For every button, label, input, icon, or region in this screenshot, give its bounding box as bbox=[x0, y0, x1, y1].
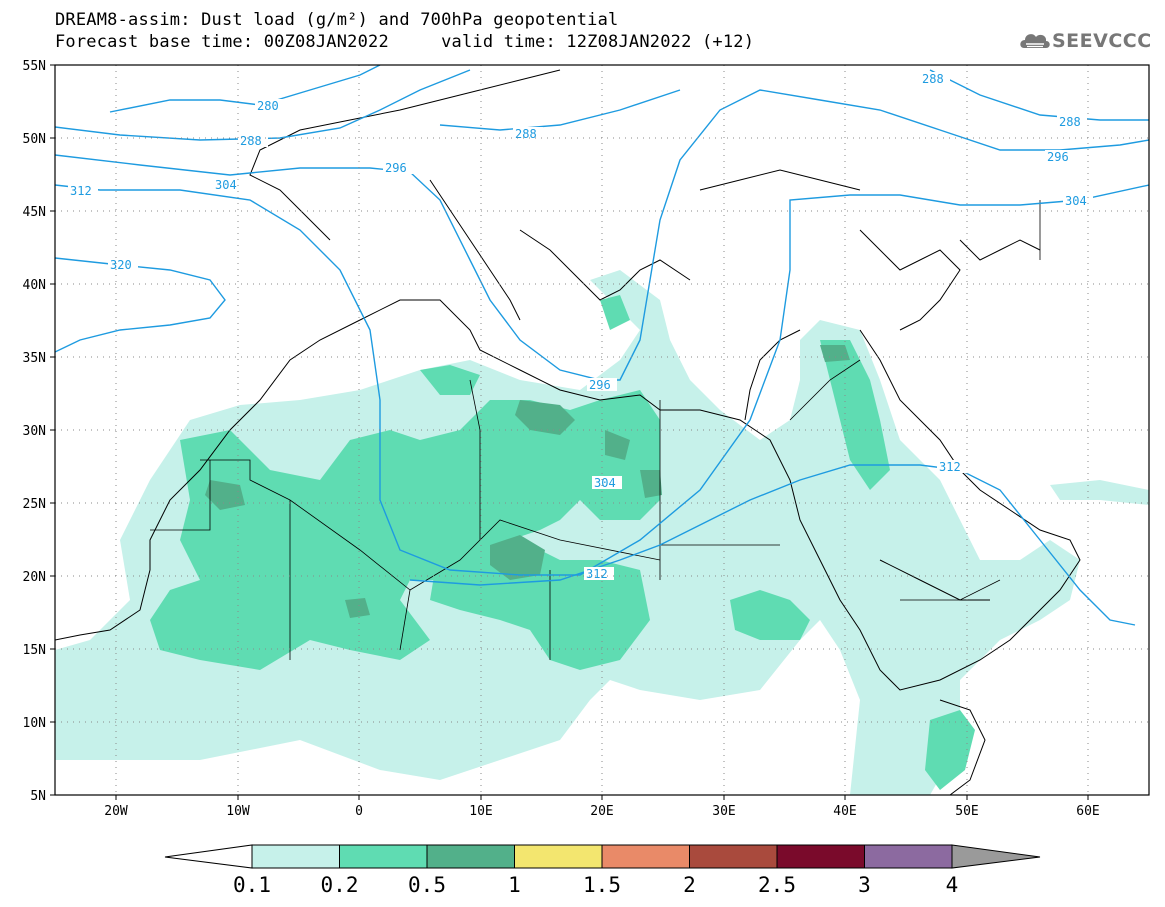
lon-label: 20E bbox=[590, 804, 613, 819]
colorbar-label: 0.2 bbox=[321, 873, 359, 897]
contour-label: 312 bbox=[70, 184, 92, 198]
logo-text: SEEVCCC bbox=[1052, 30, 1152, 52]
lon-label: 10E bbox=[469, 804, 492, 819]
colorbar-bin bbox=[776, 844, 865, 869]
axis-ticks bbox=[50, 64, 1089, 800]
colorbar-label: 2 bbox=[683, 873, 696, 897]
lon-label: 40E bbox=[833, 804, 856, 819]
coastlines bbox=[55, 69, 1081, 795]
colorbar-bin bbox=[339, 844, 428, 869]
forecast-time: Forecast base time: 00Z08JAN2022 valid t… bbox=[55, 32, 755, 52]
colorbar-label: 0.1 bbox=[233, 873, 271, 897]
colorbar-label: 1.5 bbox=[583, 873, 621, 897]
lat-label: 15N bbox=[23, 643, 46, 658]
contour-label: 288 bbox=[515, 127, 537, 141]
contour-label: 280 bbox=[257, 99, 279, 113]
contour-label: 288 bbox=[240, 134, 262, 148]
contour-label: 296 bbox=[1047, 150, 1069, 164]
lat-label: 50N bbox=[23, 132, 46, 147]
colorbar-bin bbox=[864, 844, 953, 869]
colorbar-label: 2.5 bbox=[758, 873, 796, 897]
longitude-labels: 20W 10W 0 10E 20E 30E 40E 50E 60E bbox=[104, 804, 1099, 819]
colorbar-low-arrow bbox=[164, 844, 253, 869]
colorbar-label: 3 bbox=[858, 873, 871, 897]
lon-label: 10W bbox=[226, 804, 250, 819]
colorbar-bin bbox=[514, 844, 603, 869]
contour-label: 312 bbox=[586, 567, 608, 581]
colorbar-bin bbox=[426, 844, 515, 869]
dust-load-dark bbox=[205, 345, 850, 618]
contour-label: 320 bbox=[110, 258, 132, 272]
lat-label: 20N bbox=[23, 570, 46, 585]
contour-label: 288 bbox=[1059, 115, 1081, 129]
map-title: DREAM8-assim: Dust load (g/m²) and 700hP… bbox=[55, 10, 619, 30]
lat-label: 35N bbox=[23, 351, 46, 366]
colorbar-bin bbox=[251, 844, 340, 869]
contour-label: 288 bbox=[922, 72, 944, 86]
colorbar bbox=[164, 844, 1041, 869]
colorbar-high-arrow bbox=[951, 844, 1041, 869]
contour-labels: 280 288 296 304 312 320 288 296 304 312 … bbox=[68, 72, 1093, 581]
latitude-labels: 55N 50N 45N 40N 35N 30N 25N 20N 15N 10N … bbox=[23, 59, 46, 804]
colorbar-labels: 0.1 0.2 0.5 1 1.5 2 2.5 3 4 bbox=[233, 873, 958, 897]
contour-label: 312 bbox=[939, 460, 961, 474]
lon-label: 30E bbox=[712, 804, 735, 819]
colorbar-label: 4 bbox=[946, 873, 959, 897]
contour-label: 304 bbox=[1065, 194, 1087, 208]
lat-label: 5N bbox=[30, 789, 46, 804]
contour-label: 304 bbox=[215, 178, 237, 192]
lat-label: 25N bbox=[23, 497, 46, 512]
lat-label: 40N bbox=[23, 278, 46, 293]
lon-label: 50E bbox=[955, 804, 978, 819]
dust-load-medium bbox=[150, 295, 975, 790]
lon-label: 60E bbox=[1076, 804, 1099, 819]
graticule bbox=[55, 65, 1149, 795]
colorbar-label: 1 bbox=[508, 873, 521, 897]
contour-label: 304 bbox=[594, 476, 616, 490]
lon-label: 0 bbox=[355, 804, 363, 819]
lon-label: 20W bbox=[104, 804, 128, 819]
lat-label: 10N bbox=[23, 716, 46, 731]
lat-label: 55N bbox=[23, 59, 46, 74]
country-borders bbox=[150, 200, 1041, 660]
lat-label: 45N bbox=[23, 205, 46, 220]
colorbar-bin bbox=[689, 844, 778, 869]
seevccc-logo: SEEVCCC bbox=[1018, 28, 1151, 56]
colorbar-label: 0.5 bbox=[408, 873, 446, 897]
contour-label: 296 bbox=[589, 378, 611, 392]
contour-label: 296 bbox=[385, 161, 407, 175]
colorbar-bin bbox=[601, 844, 690, 869]
cloud-icon bbox=[1020, 34, 1050, 48]
geopotential-contours bbox=[55, 65, 1149, 626]
lat-label: 30N bbox=[23, 424, 46, 439]
